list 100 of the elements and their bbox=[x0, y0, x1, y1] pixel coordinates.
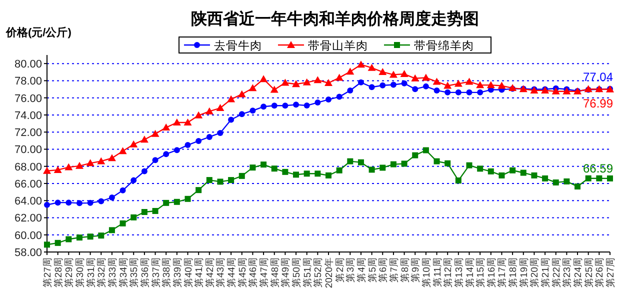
point bbox=[335, 74, 344, 81]
point bbox=[54, 200, 61, 206]
x-tick-label: 第17周 bbox=[496, 257, 508, 288]
point bbox=[76, 200, 82, 206]
x-tick-label: 第30周 bbox=[74, 257, 86, 288]
point bbox=[281, 78, 290, 86]
point bbox=[293, 102, 300, 108]
point bbox=[358, 79, 364, 86]
point bbox=[260, 75, 268, 82]
x-tick-label: 第18周 bbox=[507, 257, 520, 288]
point bbox=[326, 172, 332, 178]
point bbox=[347, 87, 354, 94]
y-tick-label: 64.00 bbox=[14, 196, 42, 208]
point bbox=[574, 183, 581, 190]
point bbox=[238, 111, 245, 118]
x-tick-label: 第32周 bbox=[96, 257, 108, 288]
x-tick-label: 第36周 bbox=[138, 257, 151, 288]
x-tick-label: 第44周 bbox=[226, 257, 238, 288]
x-tick-label: 第19周 bbox=[518, 257, 530, 288]
x-tick-label: 第20周 bbox=[528, 257, 541, 288]
point bbox=[422, 147, 429, 154]
point bbox=[326, 96, 332, 103]
point bbox=[282, 102, 288, 109]
point bbox=[444, 89, 451, 96]
x-tick-label: 第9周 bbox=[410, 257, 422, 282]
point bbox=[498, 172, 505, 178]
point bbox=[282, 168, 288, 175]
point bbox=[43, 166, 51, 174]
point bbox=[477, 89, 484, 96]
legend-label: 去骨牛肉 bbox=[214, 40, 262, 52]
x-tick-label: 第16周 bbox=[485, 257, 498, 288]
point bbox=[151, 130, 160, 137]
point bbox=[184, 196, 191, 202]
point bbox=[98, 232, 104, 239]
legend-label: 带骨山羊肉 bbox=[308, 40, 368, 52]
point bbox=[108, 194, 115, 201]
point bbox=[162, 124, 170, 131]
point bbox=[292, 80, 300, 88]
data-label: 66.59 bbox=[582, 161, 614, 176]
x-tick-label: 第14周 bbox=[464, 257, 476, 288]
point bbox=[120, 187, 126, 194]
point bbox=[163, 151, 170, 158]
point bbox=[531, 172, 538, 178]
x-tick-label: 第8周 bbox=[398, 257, 411, 282]
point bbox=[293, 172, 300, 178]
point bbox=[44, 202, 50, 208]
point bbox=[466, 162, 472, 168]
point bbox=[118, 147, 127, 154]
x-tick-label: 第41周 bbox=[193, 257, 206, 288]
point bbox=[510, 167, 516, 174]
point bbox=[271, 166, 278, 172]
point bbox=[87, 200, 94, 206]
point bbox=[465, 78, 474, 85]
point bbox=[422, 74, 430, 81]
point bbox=[196, 187, 202, 194]
point bbox=[217, 130, 224, 136]
point bbox=[66, 236, 72, 242]
point bbox=[552, 87, 560, 94]
x-tick-label: 第25周 bbox=[582, 257, 595, 288]
x-tick-label: 第4周 bbox=[355, 257, 368, 282]
point bbox=[368, 84, 375, 90]
point bbox=[108, 227, 115, 234]
point bbox=[596, 175, 602, 182]
x-tick-label: 第34周 bbox=[117, 257, 130, 288]
x-tick-label: 第28周 bbox=[52, 257, 64, 288]
x-tick-label: 第48周 bbox=[268, 257, 281, 288]
point bbox=[97, 157, 106, 164]
chart-title: 陕西省近一年牛肉和羊肉价格周度走势图 bbox=[191, 9, 479, 28]
point bbox=[455, 89, 462, 96]
point bbox=[389, 70, 398, 78]
point bbox=[411, 74, 420, 82]
point bbox=[401, 80, 408, 86]
point bbox=[466, 89, 472, 96]
y-tick-label: 70.00 bbox=[14, 144, 42, 156]
point bbox=[314, 100, 321, 106]
point bbox=[184, 118, 192, 126]
y-tick-label: 66.00 bbox=[14, 178, 42, 190]
point bbox=[217, 178, 224, 185]
point bbox=[347, 158, 354, 164]
y-tick-label: 78.00 bbox=[14, 76, 42, 88]
point bbox=[324, 79, 332, 86]
x-tick-label: 第10周 bbox=[420, 257, 432, 288]
point bbox=[163, 200, 170, 206]
point bbox=[248, 84, 257, 92]
point bbox=[455, 177, 462, 184]
point bbox=[205, 107, 214, 114]
x-tick-label: 第49周 bbox=[280, 257, 292, 288]
x-tick-label: 第12周 bbox=[442, 257, 454, 288]
y-tick-label: 60.00 bbox=[14, 230, 42, 242]
point bbox=[228, 116, 234, 123]
x-tick-label: 第24周 bbox=[572, 257, 584, 288]
y-tick-label: 58.00 bbox=[14, 247, 42, 259]
point bbox=[87, 234, 94, 240]
point bbox=[358, 159, 364, 166]
y-tick-label: 74.00 bbox=[14, 110, 42, 122]
point bbox=[336, 167, 342, 174]
x-tick-label: 第27周 bbox=[604, 257, 616, 288]
x-tick-label: 第26周 bbox=[594, 257, 606, 288]
point bbox=[432, 78, 441, 85]
x-tick-label: 第45周 bbox=[236, 257, 248, 288]
